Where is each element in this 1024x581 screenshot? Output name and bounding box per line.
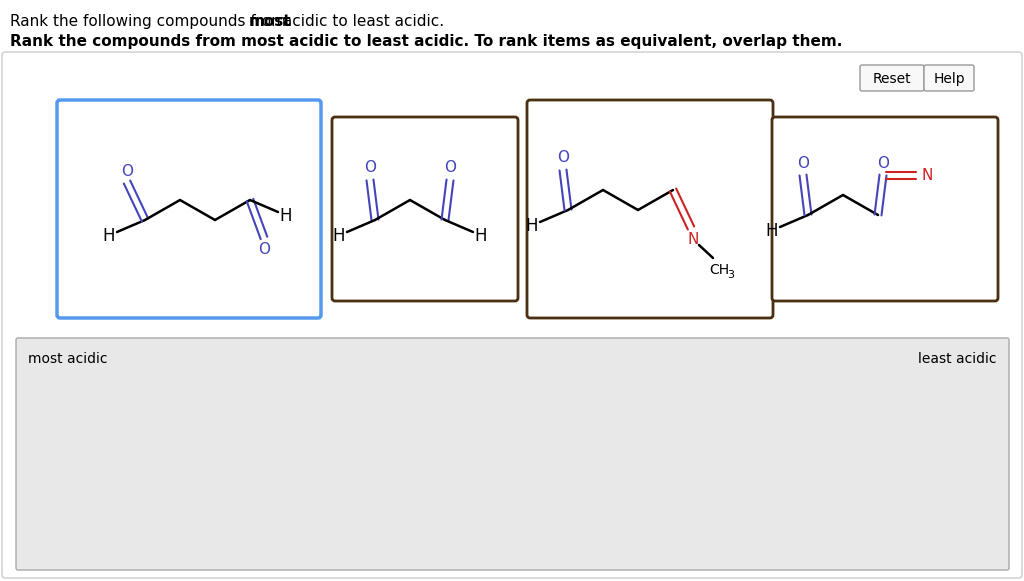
FancyBboxPatch shape <box>57 100 321 318</box>
Text: Rank the compounds from most acidic to least acidic. To rank items as equivalent: Rank the compounds from most acidic to l… <box>10 34 843 49</box>
Text: H: H <box>525 217 539 235</box>
Text: O: O <box>121 163 133 178</box>
FancyBboxPatch shape <box>772 117 998 301</box>
Text: acidic to least acidic.: acidic to least acidic. <box>278 14 444 29</box>
Text: most acidic: most acidic <box>28 352 108 366</box>
FancyBboxPatch shape <box>860 65 924 91</box>
Text: CH: CH <box>709 263 729 277</box>
Text: H: H <box>102 227 116 245</box>
FancyBboxPatch shape <box>332 117 518 301</box>
FancyBboxPatch shape <box>2 52 1022 578</box>
FancyBboxPatch shape <box>527 100 773 318</box>
FancyBboxPatch shape <box>16 338 1009 570</box>
Text: Rank the following compounds from: Rank the following compounds from <box>10 14 291 29</box>
Text: N: N <box>687 231 698 246</box>
Text: O: O <box>364 160 376 175</box>
Text: H: H <box>333 227 345 245</box>
Text: H: H <box>280 207 292 225</box>
Text: O: O <box>557 150 569 166</box>
Text: H: H <box>766 222 778 240</box>
Text: Help: Help <box>933 72 965 86</box>
Text: Reset: Reset <box>872 72 911 86</box>
Text: most: most <box>249 14 292 29</box>
FancyBboxPatch shape <box>924 65 974 91</box>
Text: least acidic: least acidic <box>919 352 997 366</box>
Text: O: O <box>444 160 456 175</box>
Text: N: N <box>922 167 933 182</box>
Text: O: O <box>797 156 809 170</box>
Text: 3: 3 <box>727 270 734 280</box>
Text: H: H <box>475 227 487 245</box>
Text: O: O <box>877 156 889 170</box>
Text: O: O <box>258 242 270 256</box>
